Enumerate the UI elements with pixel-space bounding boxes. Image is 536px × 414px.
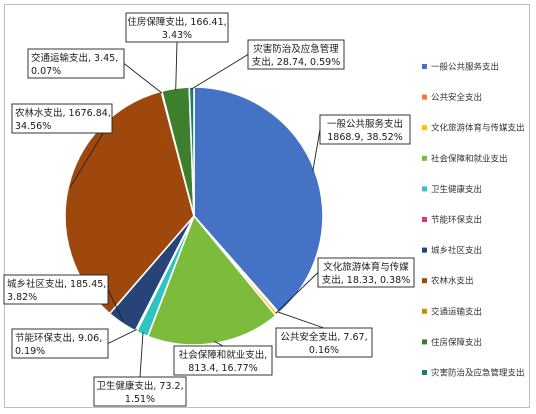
- data-label-line1: 卫生健康支出, 73.2,: [96, 380, 183, 392]
- legend-entry: 灾害防治及应急管理支出: [431, 368, 525, 379]
- legend-entry: 交通运输支出: [431, 306, 482, 317]
- data-label-line1: 农林水支出, 1676.84,: [15, 107, 111, 119]
- leader-line: [123, 63, 163, 94]
- data-label-line2: 支出, 18.33, 0.38%: [322, 274, 410, 286]
- data-label-box: [27, 48, 125, 79]
- legend-swatch: [422, 339, 427, 345]
- data-label-box: [319, 114, 411, 145]
- legend: 一般公共服务支出公共安全支出文化旅游体育与传媒支出社会保障和就业支出卫生健康支出…: [422, 62, 525, 379]
- data-label-line2: 3.43%: [162, 30, 192, 41]
- data-label-line1: 公共安全支出, 7.67,: [280, 331, 367, 343]
- data-label-line2: 813.4, 16.77%: [188, 363, 257, 374]
- data-label-line2: 0.19%: [15, 346, 45, 357]
- leader-line: [139, 332, 144, 378]
- pie-slice: [193, 86, 324, 315]
- legend-entry: 文化旅游体育与传媒支出: [431, 123, 525, 134]
- data-label-line1: 一般公共服务支出: [327, 118, 403, 130]
- data-label-box: [3, 274, 109, 305]
- data-label-box: [317, 257, 415, 288]
- data-label-line2: 1868.9, 38.52%: [327, 132, 403, 143]
- pie-slices: [64, 86, 324, 346]
- data-label-line2: 0.16%: [309, 345, 339, 356]
- leader-line: [107, 328, 138, 344]
- legend-entry: 公共安全支出: [431, 92, 482, 103]
- leader-line: [191, 54, 249, 90]
- data-label-line1: 社会保障和就业支出,: [179, 349, 268, 361]
- data-label-line1: 文化旅游体育与传媒: [323, 261, 409, 273]
- legend-swatch: [422, 308, 427, 314]
- data-labels: 一般公共服务支出 1868.9, 38.52% 公共安全支出, 7.67, 0.16%…: [3, 12, 415, 407]
- legend-swatch: [422, 217, 427, 222]
- legend-swatch: [422, 155, 427, 161]
- data-label-box: [247, 39, 345, 70]
- data-label-line2: 0.07%: [31, 66, 61, 77]
- data-label-line2: 3.82%: [7, 292, 37, 303]
- data-label-box: [93, 376, 187, 407]
- data-label-line1: 城乡社区支出, 185.45,: [7, 278, 106, 290]
- data-label-box: [11, 103, 113, 134]
- legend-swatch: [422, 94, 427, 100]
- data-label-line1: 交通运输支出, 3.45,: [31, 52, 118, 64]
- legend-swatch: [422, 186, 427, 192]
- leader-line: [275, 272, 319, 314]
- leader-line: [175, 41, 178, 91]
- legend-swatch: [422, 278, 427, 284]
- legend-entry: 节能环保支出: [431, 215, 482, 226]
- data-label-box: [125, 12, 229, 43]
- leader-line: [312, 129, 321, 172]
- legend-entry: 农林水支出: [431, 276, 474, 287]
- legend-swatch: [422, 247, 427, 253]
- legend-swatch: [422, 370, 427, 375]
- data-label-box: [275, 327, 373, 358]
- legend-swatch: [422, 125, 427, 131]
- data-label-line1: 灾害防治及应急管理: [253, 43, 339, 55]
- legend-entry: 住房保障支出: [431, 337, 482, 348]
- legend-entry: 城乡社区支出: [431, 245, 482, 256]
- legend-swatch: [422, 64, 427, 69]
- data-label-box: [11, 328, 109, 359]
- pie-slice: [146, 214, 277, 346]
- data-label-box: [173, 345, 273, 376]
- legend-entry: 社会保障和就业支出: [431, 153, 508, 164]
- legend-entry: 一般公共服务支出: [431, 62, 499, 73]
- leader-lines: [69, 41, 325, 378]
- leader-line: [277, 311, 325, 329]
- pie-slice: [188, 86, 195, 217]
- data-label-line1: 节能环保支出, 9.06,: [15, 332, 102, 344]
- leader-line: [214, 341, 224, 347]
- data-label-line1: 住房保障支出, 166.41,: [127, 16, 226, 28]
- data-label-line2: 1.51%: [125, 394, 155, 405]
- leader-line: [107, 289, 124, 322]
- data-label-line2: 支出, 28.74, 0.59%: [252, 56, 340, 68]
- legend-entry: 卫生健康支出: [431, 184, 482, 195]
- data-label-line2: 34.56%: [15, 121, 51, 132]
